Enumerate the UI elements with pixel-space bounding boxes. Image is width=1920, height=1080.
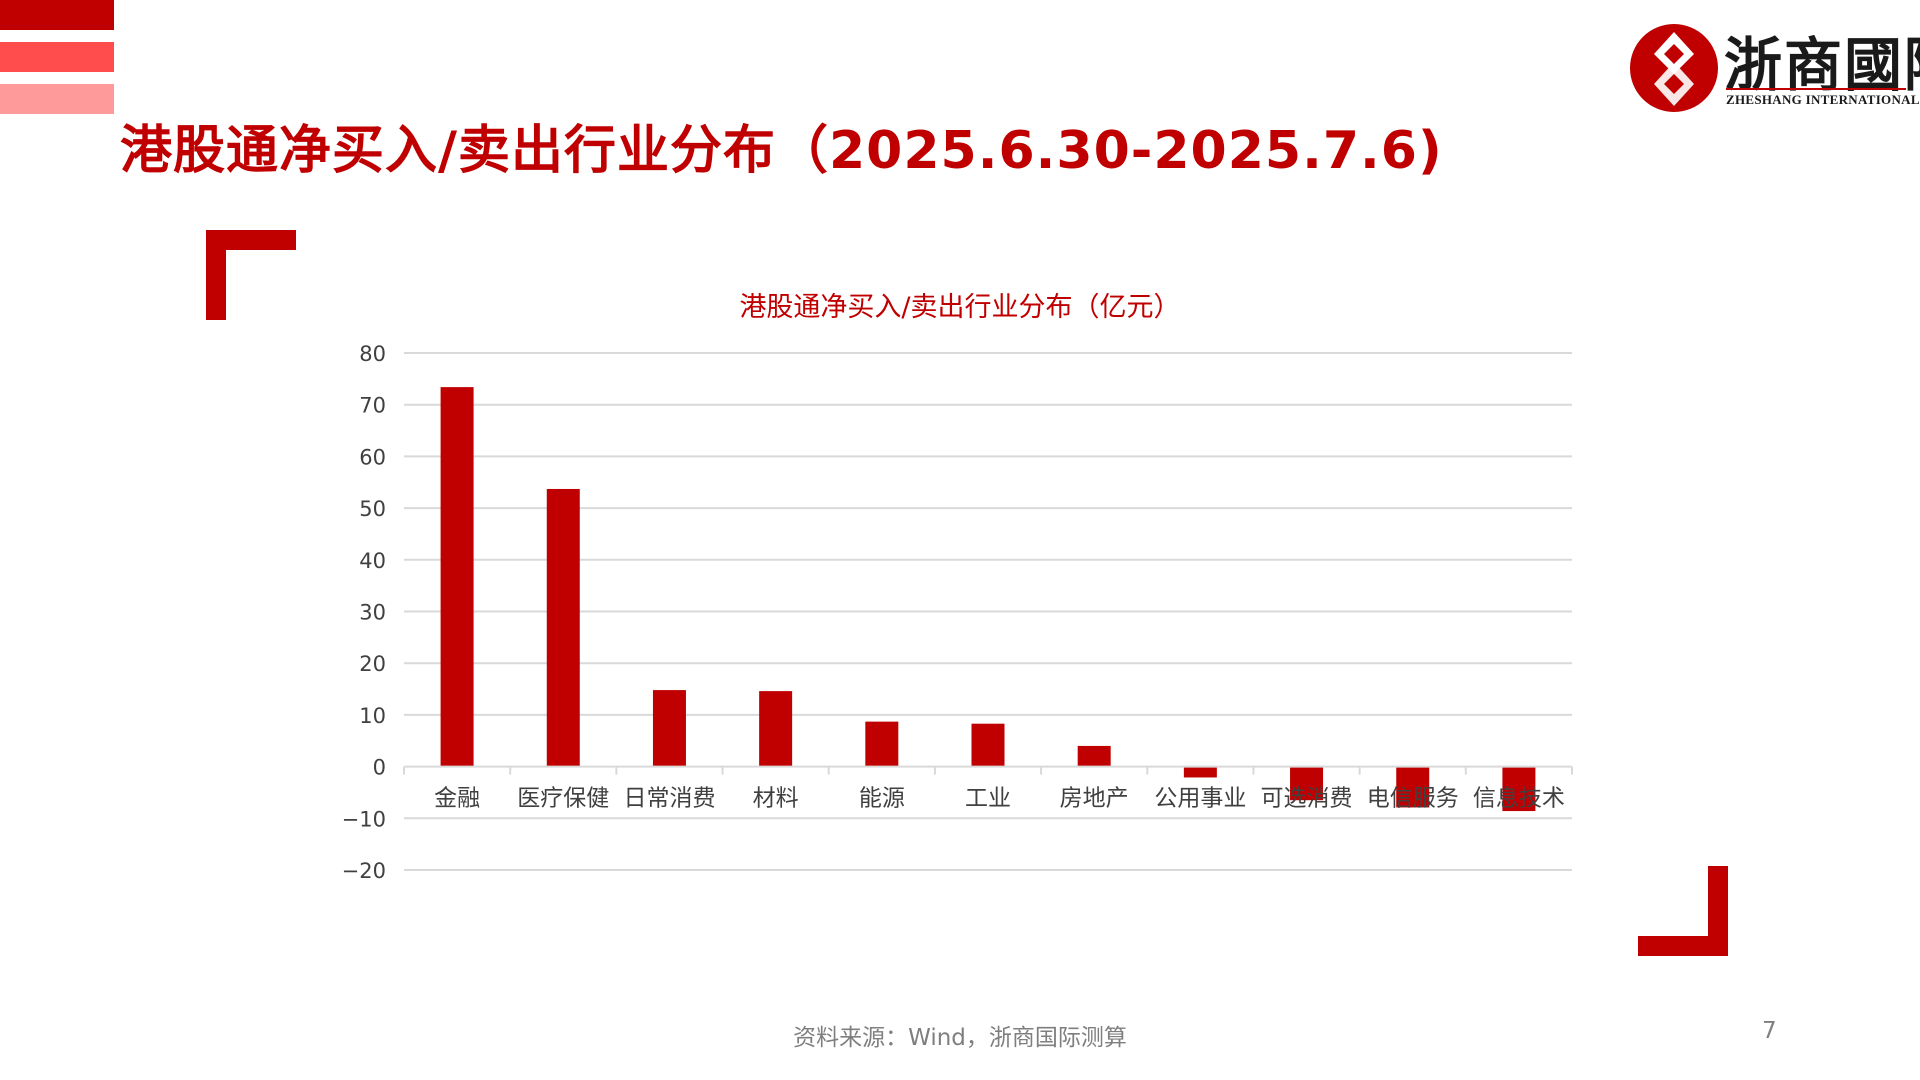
- bar: [546, 488, 580, 767]
- x-category-label: 金融: [434, 786, 480, 812]
- slide-title: 港股通净买入/卖出行业分布（2025.6.30-2025.7.6): [120, 121, 1443, 181]
- bar: [865, 721, 899, 767]
- corner-bracket-bottom-right: [1638, 866, 1728, 956]
- bar: [1396, 766, 1430, 808]
- bar: [1290, 766, 1324, 801]
- bar: [1502, 766, 1536, 812]
- header-stripe-mid: [0, 42, 114, 72]
- y-tick-label: −20: [342, 859, 386, 883]
- y-tick-label: 50: [359, 497, 386, 521]
- y-tick-label: 10: [359, 704, 386, 728]
- bar: [971, 723, 1005, 767]
- company-logo: 浙商國際 ZHESHANG INTERNATIONAL: [1628, 14, 1920, 114]
- x-category-label: 能源: [859, 786, 905, 812]
- y-tick-label: 20: [359, 652, 386, 676]
- x-category-label: 材料: [753, 786, 799, 812]
- y-tick-label: 0: [373, 756, 386, 780]
- x-axis-labels: 金融 医疗保健 日常消费 材料 能源 工业 房地产 公用事业 可选消费 电信服务 信息技术: [434, 786, 1565, 812]
- y-axis-ticks: 80 70 60 50 40 30 20 10 0 −10 −20: [342, 342, 386, 883]
- chart-title: 港股通净买入/卖出行业分布（亿元）: [739, 292, 1180, 323]
- corner-bracket-top-left: [206, 230, 296, 320]
- x-category-label: 工业: [965, 786, 1011, 812]
- bar: [1077, 745, 1111, 767]
- x-category-label: 信息技术: [1473, 786, 1565, 812]
- y-tick-label: 70: [359, 394, 386, 418]
- x-category-label: 公用事业: [1154, 786, 1246, 812]
- y-tick-label: 30: [359, 601, 386, 625]
- logo-english-name: ZHESHANG INTERNATIONAL: [1726, 92, 1920, 107]
- y-tick-label: −10: [342, 807, 386, 831]
- bars: [440, 387, 1536, 812]
- x-category-label: 可选消费: [1261, 786, 1353, 812]
- logo-chinese-name: 浙商國際: [1724, 31, 1920, 99]
- bar: [440, 387, 474, 767]
- y-tick-label: 80: [359, 342, 386, 366]
- gridlines: [404, 352, 1572, 871]
- y-tick-label: 60: [359, 445, 386, 469]
- page-number: 7: [1762, 1018, 1777, 1044]
- logo-divider: [1726, 88, 1906, 90]
- x-category-label: 电信服务: [1367, 786, 1459, 812]
- header-stripe-dark: [0, 0, 114, 30]
- source-note: 资料来源：Wind，浙商国际测算: [793, 1025, 1127, 1051]
- header-stripe-light: [0, 84, 114, 114]
- y-tick-label: 40: [359, 549, 386, 573]
- logo-emblem-icon: [1630, 24, 1718, 112]
- zero-axis: [403, 765, 1573, 775]
- x-category-label: 医疗保健: [517, 786, 609, 812]
- x-category-label: 日常消费: [623, 786, 715, 812]
- x-category-label: 房地产: [1060, 786, 1129, 812]
- bar: [1183, 766, 1217, 778]
- bar: [759, 691, 793, 767]
- bar: [652, 690, 686, 767]
